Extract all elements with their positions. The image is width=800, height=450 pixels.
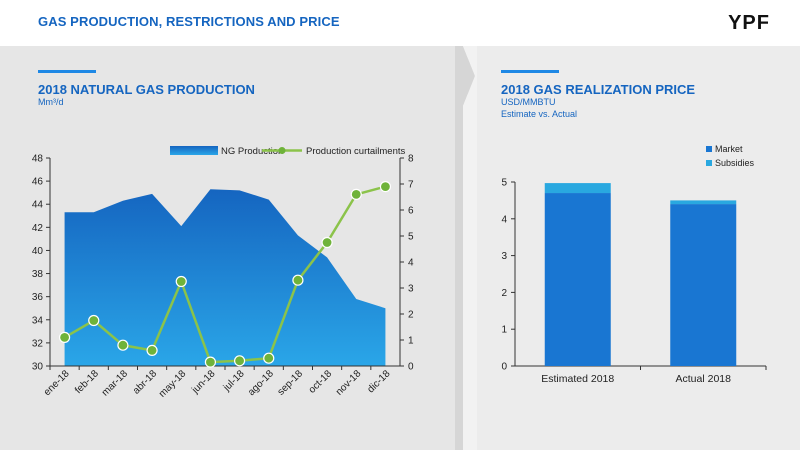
x-tick-label: Actual 2018 <box>676 373 732 385</box>
left-tick-label: 36 <box>32 292 44 303</box>
production-chart-title: 2018 NATURAL GAS PRODUCTION <box>38 82 255 97</box>
left-tick-label: 42 <box>32 223 44 234</box>
curtailment-point <box>117 339 129 351</box>
left-tick-label: 48 <box>32 154 44 165</box>
price-chart: 0 1 2 3 4 5 Estimated 2018 Actual 2018 Market Sub… <box>501 144 767 385</box>
bar-market <box>544 193 611 366</box>
bar-market <box>670 204 737 366</box>
curtailment-point <box>350 188 362 201</box>
x-tick-label: dic-18 <box>365 368 392 395</box>
price-note-label: Estimate vs. Actual <box>501 109 578 119</box>
curtailment-point <box>88 314 100 327</box>
x-tick-label: jul-18 <box>221 368 247 394</box>
right-tick-label: 3 <box>408 284 414 295</box>
right-tick-label: 1 <box>408 336 414 347</box>
curtailment-point <box>146 344 158 356</box>
panel-fold-divider <box>455 46 477 450</box>
header-bar: GAS PRODUCTION, RESTRICTIONS AND PRICE Y… <box>0 0 800 46</box>
production-title-accent <box>38 70 96 73</box>
ng-production-area <box>64 189 386 366</box>
price-panel <box>468 46 800 450</box>
x-tick-label: jun-18 <box>189 368 217 396</box>
x-tick-label: Estimated 2018 <box>541 373 614 385</box>
x-tick-label: abr-18 <box>131 368 160 397</box>
right-tick-label: 4 <box>408 258 414 269</box>
right-tick-label: 0 <box>408 362 414 373</box>
y-tick-label: 1 <box>501 325 507 336</box>
right-tick-label: 2 <box>408 310 414 321</box>
curtailment-point <box>175 275 187 288</box>
x-tick-label: nov-18 <box>334 368 364 398</box>
curtailment-point <box>58 331 71 343</box>
x-tick-label: sep-18 <box>276 368 306 398</box>
left-tick-label: 44 <box>32 200 44 211</box>
x-tick-label: ago-18 <box>246 368 276 398</box>
curtailment-point <box>263 352 275 364</box>
bar-subsidies <box>670 200 737 205</box>
x-tick-label: feb-18 <box>73 368 101 396</box>
price-chart-title: 2018 GAS REALIZATION PRICE <box>501 82 696 97</box>
y-tick-label: 3 <box>501 251 507 262</box>
left-tick-label: 30 <box>32 362 44 373</box>
left-tick-label: 34 <box>32 315 44 326</box>
production-unit-label: Mm³/d <box>38 97 64 107</box>
legend-swatch-ng-production <box>170 146 218 155</box>
right-tick-label: 6 <box>408 206 414 217</box>
legend-swatch-subsidies <box>706 160 712 166</box>
y-tick-label: 0 <box>501 362 507 373</box>
right-tick-label: 5 <box>408 232 414 243</box>
curtailment-point <box>321 236 333 249</box>
page-title: GAS PRODUCTION, RESTRICTIONS AND PRICE <box>38 14 340 29</box>
left-tick-label: 32 <box>32 338 44 349</box>
bar-subsidies <box>544 183 611 194</box>
legend-swatch-market <box>706 146 712 152</box>
y-tick-label: 2 <box>501 288 507 299</box>
x-tick-label: mar-18 <box>100 368 130 398</box>
legend-label-curtailments: Production curtailments <box>306 146 406 157</box>
x-tick-label: ene-18 <box>42 368 72 398</box>
curtailment-point <box>379 180 392 193</box>
legend-label-market: Market <box>715 144 743 154</box>
right-tick-label: 7 <box>408 180 414 191</box>
left-tick-label: 46 <box>32 177 44 188</box>
legend-marker-curtailments <box>278 147 286 154</box>
x-tick-label: may-18 <box>157 368 189 400</box>
left-tick-label: 40 <box>32 246 44 257</box>
legend-label-subsidies: Subsidies <box>715 158 755 168</box>
ypf-logo: YPF <box>728 12 770 34</box>
right-tick-label: 8 <box>408 154 414 165</box>
curtailment-point <box>204 356 217 368</box>
curtailments-line <box>63 185 386 364</box>
price-unit-label: USD/MMBTU <box>501 97 556 107</box>
y-tick-label: 4 <box>501 214 507 225</box>
legend-label-ng-production: NG Production <box>221 146 283 157</box>
left-tick-label: 38 <box>32 269 44 280</box>
curtailment-point <box>292 274 304 286</box>
curtailment-point <box>233 355 246 367</box>
y-tick-label: 5 <box>501 178 507 189</box>
x-tick-label: oct-18 <box>307 368 335 396</box>
price-title-accent <box>501 70 559 73</box>
